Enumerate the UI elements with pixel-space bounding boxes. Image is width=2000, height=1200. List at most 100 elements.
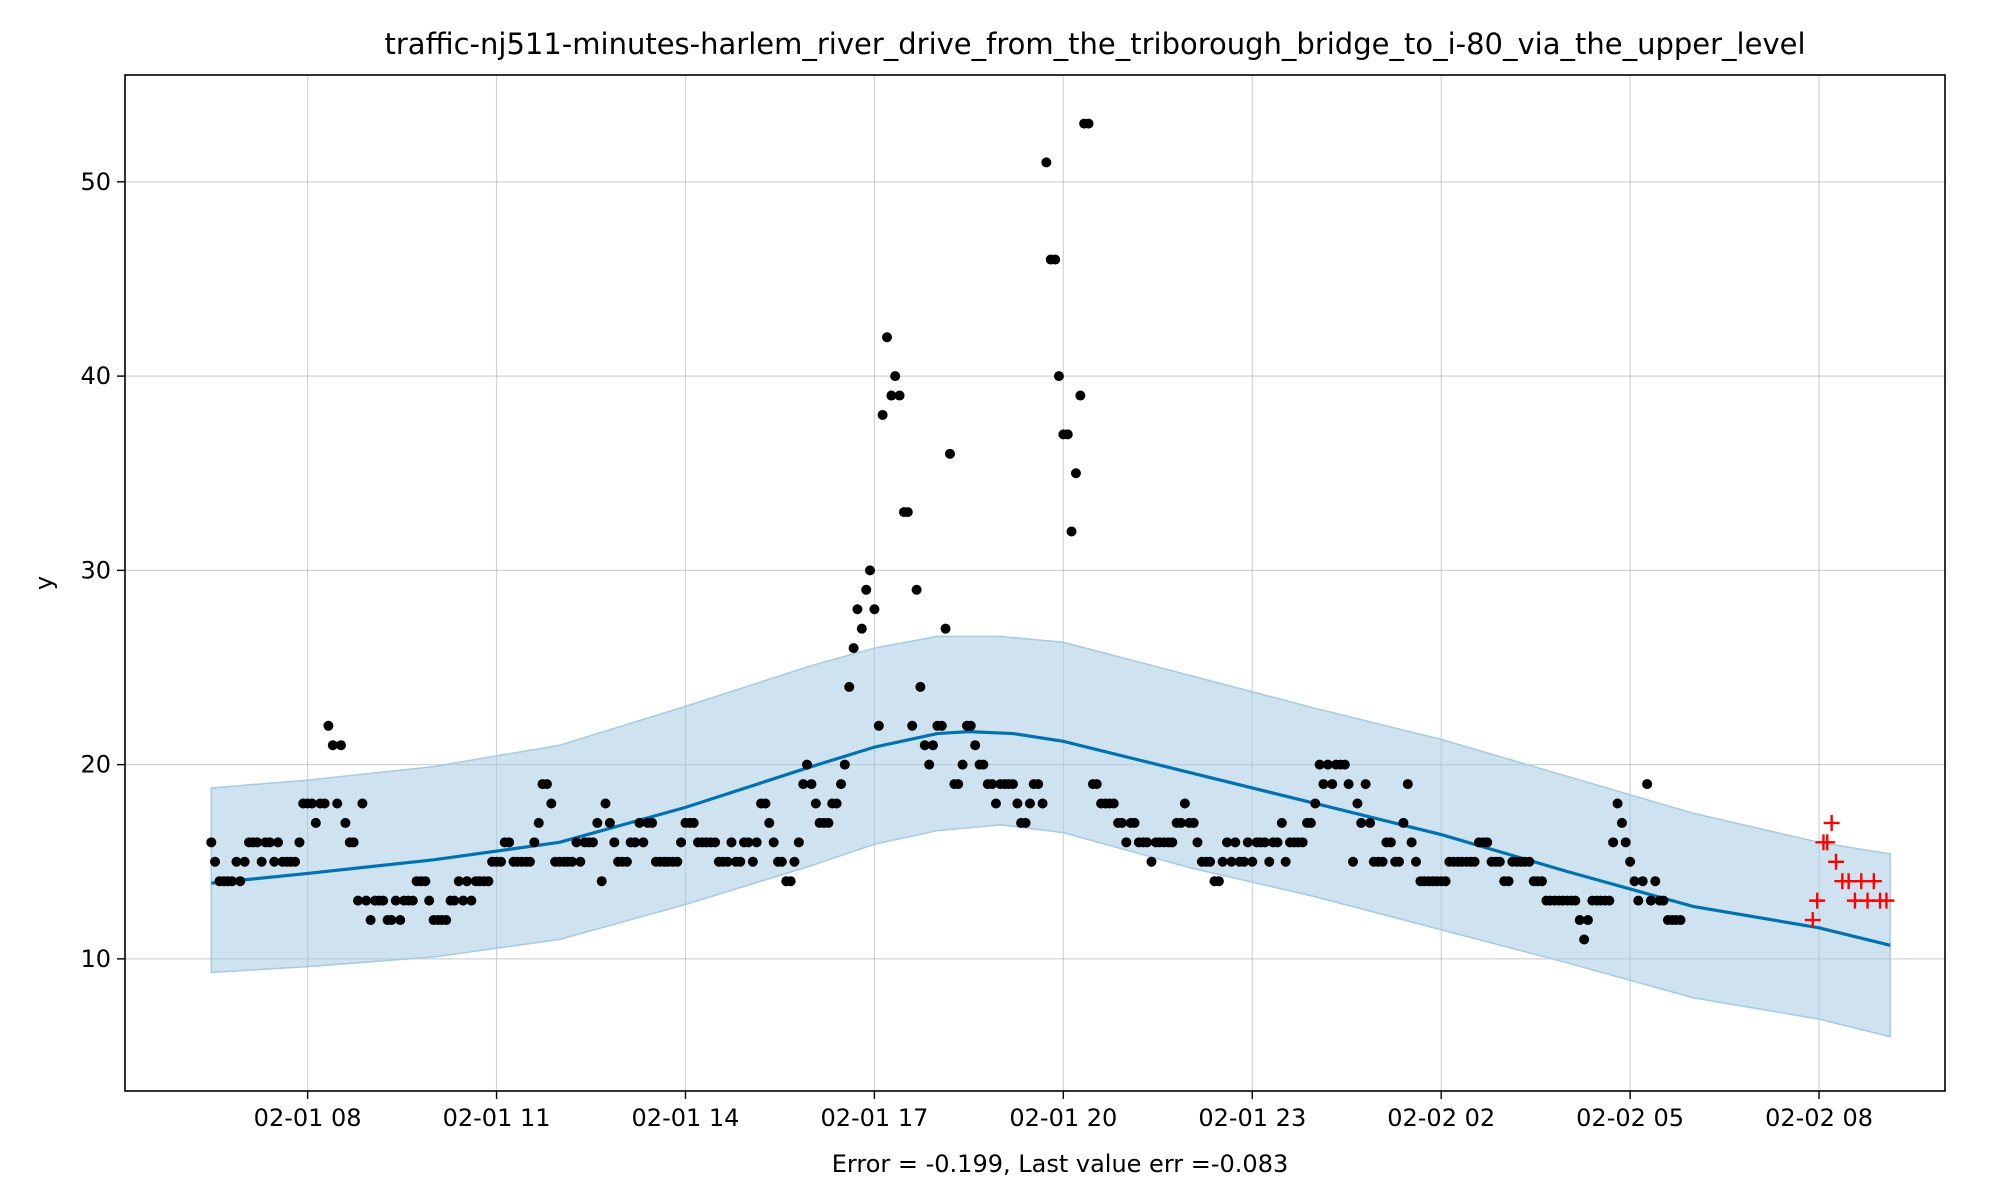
observed-point — [1121, 837, 1132, 848]
observed-point — [990, 798, 1001, 809]
observed-points — [206, 118, 1686, 945]
observed-point — [1469, 856, 1480, 867]
observed-point — [239, 856, 250, 867]
observed-point — [1176, 817, 1187, 828]
observed-point — [386, 915, 397, 926]
observed-point — [802, 759, 813, 770]
observed-point — [1494, 856, 1505, 867]
observed-point — [264, 837, 275, 848]
observed-point — [1327, 779, 1338, 790]
observed-point — [1146, 856, 1157, 867]
observed-point — [571, 837, 582, 848]
observed-point — [466, 895, 477, 906]
observed-point — [1604, 895, 1615, 906]
observed-point — [323, 720, 334, 731]
observed-point — [596, 876, 607, 887]
observed-point — [1272, 837, 1283, 848]
observed-point — [747, 856, 758, 867]
x-tick-label: 02-01 17 — [820, 1104, 928, 1132]
observed-point — [839, 759, 850, 770]
observed-point — [1012, 798, 1023, 809]
observed-point — [1675, 915, 1686, 926]
observed-point — [395, 915, 406, 926]
observed-point — [453, 876, 464, 887]
observed-point — [495, 856, 506, 867]
observed-point — [1356, 817, 1367, 828]
observed-point — [1033, 779, 1044, 790]
observed-point — [1318, 779, 1329, 790]
observed-point — [1066, 526, 1077, 537]
observed-point — [231, 856, 242, 867]
observed-point — [1075, 390, 1086, 401]
observed-point — [407, 895, 418, 906]
x-tick-label: 02-01 23 — [1198, 1104, 1306, 1132]
observed-point — [672, 856, 683, 867]
observed-point — [915, 681, 926, 692]
x-axis: 02-01 08 02-01 11 02-01 14 02-01 17 02-01 20… — [254, 1091, 1873, 1132]
observed-point — [587, 837, 598, 848]
observed-point — [609, 837, 620, 848]
x-tick-label: 02-01 14 — [632, 1104, 740, 1132]
observed-point — [524, 856, 535, 867]
observed-point — [760, 798, 771, 809]
observed-point — [1524, 856, 1535, 867]
observed-point — [1360, 779, 1371, 790]
future-point — [1819, 834, 1836, 851]
observed-point — [965, 720, 976, 731]
observed-point — [1024, 798, 1035, 809]
observed-point — [987, 779, 998, 790]
observed-point — [546, 798, 557, 809]
observed-point — [1314, 759, 1325, 770]
observed-point — [252, 837, 263, 848]
observed-point — [710, 837, 721, 848]
observed-point — [332, 798, 343, 809]
observed-point — [873, 720, 884, 731]
observed-point — [953, 779, 964, 790]
observed-point — [1129, 817, 1140, 828]
observed-point — [273, 837, 284, 848]
observed-point — [1579, 934, 1590, 945]
observed-point — [1242, 837, 1253, 848]
observed-point — [390, 895, 401, 906]
observed-point — [647, 817, 658, 828]
observed-point — [852, 604, 863, 615]
observed-point — [340, 817, 351, 828]
observed-point — [1192, 837, 1203, 848]
y-tick-label: 10 — [80, 945, 111, 973]
observed-point — [1020, 817, 1031, 828]
uncertainty-interval-area — [210, 635, 1891, 1038]
observed-point — [1205, 856, 1216, 867]
observed-point — [1402, 779, 1413, 790]
observed-point — [836, 779, 847, 790]
y-tick-label: 40 — [80, 362, 111, 390]
observed-point — [831, 798, 842, 809]
observed-point — [1222, 837, 1233, 848]
y-axis: 10 20 30 40 50 — [80, 168, 125, 973]
observed-point — [361, 895, 372, 906]
observed-point — [751, 837, 762, 848]
observed-point — [940, 623, 951, 634]
observed-point — [290, 856, 301, 867]
y-axis-label: y — [30, 576, 58, 590]
observed-point — [1322, 759, 1333, 770]
observed-point — [865, 565, 876, 576]
observed-point — [1050, 254, 1061, 265]
observed-point — [621, 856, 632, 867]
observed-point — [877, 409, 888, 420]
observed-point — [1213, 876, 1224, 887]
observed-point — [541, 779, 552, 790]
observed-point — [319, 798, 330, 809]
observed-point — [327, 740, 338, 751]
observed-point — [1642, 779, 1653, 790]
observed-point — [529, 837, 540, 848]
observed-point — [957, 759, 968, 770]
future-point — [1809, 892, 1826, 909]
observed-point — [424, 895, 435, 906]
forecast-line — [211, 730, 1891, 947]
observed-point — [823, 817, 834, 828]
observed-point — [1629, 876, 1640, 887]
observed-point — [1633, 895, 1644, 906]
observed-point — [1108, 798, 1119, 809]
observed-point — [1637, 876, 1648, 887]
